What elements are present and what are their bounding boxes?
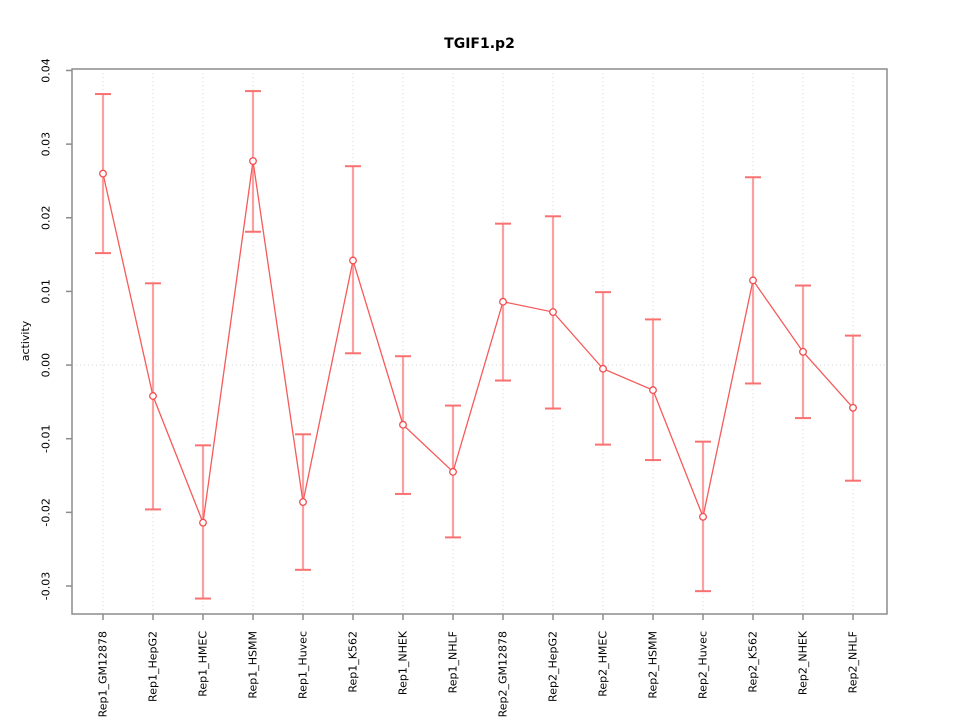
x-tick-label: Rep2_NHEK	[797, 630, 810, 695]
y-tick-label: -0.01	[40, 424, 53, 452]
data-point-marker	[299, 498, 307, 507]
data-point-marker	[799, 347, 807, 356]
y-tick-label: 0.00	[40, 353, 53, 378]
data-point-marker	[99, 169, 107, 178]
data-point-marker	[449, 467, 457, 476]
x-tick-label: Rep1_HepG2	[147, 631, 160, 702]
y-tick-label: -0.03	[40, 572, 53, 600]
y-tick-label: 0.04	[40, 58, 53, 83]
x-tick-label: Rep1_HSMM	[247, 631, 260, 699]
y-tick-label: 0.03	[40, 132, 53, 157]
data-point-marker	[349, 256, 357, 265]
x-tick-label: Rep2_HSMM	[647, 631, 660, 699]
x-tick-label: Rep1_NHLF	[447, 631, 460, 693]
x-tick-label: Rep1_GM12878	[97, 631, 110, 717]
data-point-marker	[199, 518, 207, 527]
data-point-marker	[649, 386, 657, 395]
data-point-marker	[849, 403, 857, 412]
x-tick-label: Rep2_GM12878	[497, 631, 510, 717]
x-tick-label: Rep2_Huvec	[697, 631, 710, 699]
x-tick-label: Rep1_Huvec	[297, 631, 310, 699]
y-tick-label: 0.01	[40, 279, 53, 304]
plot-frame	[71, 68, 888, 615]
x-tick-label: Rep2_HepG2	[547, 631, 560, 702]
data-point-marker	[749, 276, 757, 285]
y-tick-label: 0.02	[40, 206, 53, 231]
x-tick-label: Rep1_NHEK	[397, 630, 410, 695]
chart-title: TGIF1.p2	[444, 36, 515, 52]
x-tick-label: Rep2_K562	[747, 631, 760, 693]
x-tick-label: Rep1_HMEC	[197, 631, 210, 697]
x-tick-label: Rep1_K562	[347, 631, 360, 693]
data-point-marker	[149, 392, 157, 400]
data-point-marker	[499, 297, 507, 306]
data-point-marker	[599, 364, 607, 373]
data-point-marker	[249, 157, 257, 166]
y-tick-label: -0.02	[40, 498, 53, 526]
x-tick-label: Rep2_NHLF	[847, 631, 860, 693]
data-point-marker	[549, 308, 557, 316]
data-point-marker	[699, 512, 707, 521]
x-tick-label: Rep2_HMEC	[597, 631, 610, 697]
data-point-marker	[399, 420, 407, 429]
series-line	[102, 160, 854, 526]
